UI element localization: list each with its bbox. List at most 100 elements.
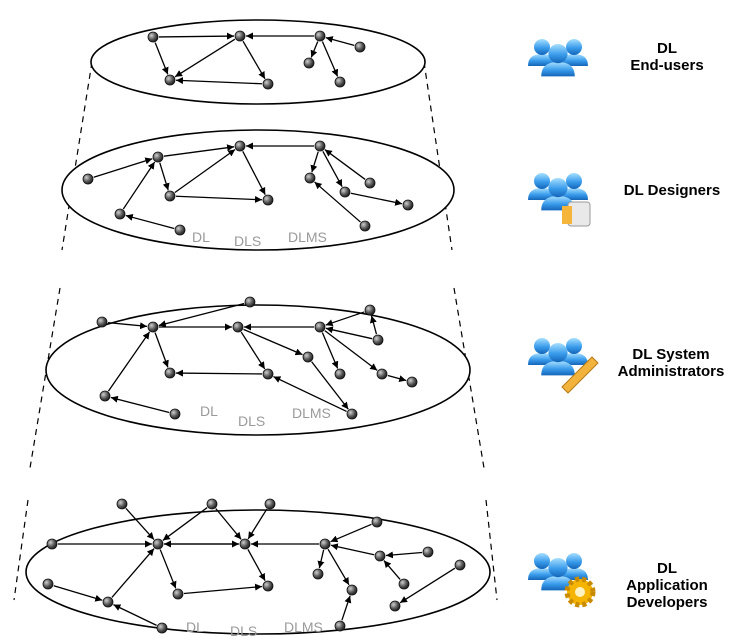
user-group-icon [528,338,588,376]
system-administrators-node [169,408,181,420]
end-users-node [303,57,315,69]
developers-label-dl: DL [186,619,204,635]
network-edges [53,32,456,626]
designers-edge [174,148,236,194]
application-developers-node [239,538,251,550]
application-developers-edge [247,508,268,540]
application-developers-edge [125,508,155,540]
designers-edge [163,144,235,157]
designers-edge [350,192,403,206]
system-administrators-edge [325,326,373,340]
system-administrators-node [147,321,159,333]
application-developers-node [172,588,184,600]
end-users-node [164,74,176,86]
designers-node [304,172,316,184]
role-label-end-users: DL End-users [612,40,722,74]
application-developers-edge [113,604,157,626]
system-administrators-node [364,304,376,316]
sysadmin-label-dl: DL [200,403,218,419]
system-administrators-node [232,321,244,333]
system-administrators-edge [369,315,378,335]
role-line: Developers [626,594,708,611]
application-developers-edge [383,560,401,580]
application-developers-node [116,498,128,510]
sysadmin-label-dlms: DLMS [292,405,331,421]
designers-node [314,140,326,152]
system-administrators-edge [321,332,339,369]
application-developers-node [346,584,358,596]
application-developers-node [454,559,466,571]
application-developers-edge [159,549,177,589]
application-developers-node [398,578,410,590]
application-developers-node [264,498,276,510]
designers-edge [159,162,170,191]
ellipse-designers [61,129,455,251]
application-developers-edge [247,548,266,582]
ellipse-application-developers [25,509,491,635]
designers-edge [310,151,319,173]
application-developers-node [312,568,324,580]
system-administrators-edge [107,321,148,330]
designers-edge [125,213,175,230]
system-administrators-node [96,316,108,328]
application-developers-edge [399,567,456,604]
designers-label-dlms: DLMS [288,229,327,245]
system-administrators-edge [325,311,365,327]
role-label-designers: DL Designers [610,182,734,199]
application-developers-node [389,600,401,612]
end-users-node [314,30,326,42]
designers-edge [324,149,366,180]
application-developers-node [334,620,346,632]
system-administrators-edge [154,332,169,368]
application-developers-edge [385,551,423,559]
end-users-node [334,76,346,88]
system-administrators-node [262,368,274,380]
designers-node [262,194,274,206]
end-users-node [147,31,159,43]
system-administrators-node [406,376,418,388]
system-administrators-edge [311,361,349,410]
role-line: DL Designers [623,182,721,199]
role-line: DL [657,40,677,57]
designers-node [164,190,176,202]
system-administrators-edge [387,374,407,383]
application-developers-node [374,550,386,562]
gear-icon [564,576,596,608]
system-administrators-edge [240,331,266,370]
role-label-system-administrators: DL System Administrators [606,346,736,380]
role-icons [528,39,599,608]
designers-node [364,177,376,189]
application-developers-edge [53,585,103,602]
application-developers-edge [330,543,375,556]
end-users-edge [158,32,235,40]
system-administrators-node [372,334,384,346]
designers-node [82,173,94,185]
application-developers-node [206,498,218,510]
designers-node [174,224,186,236]
system-administrators-edge [273,375,347,413]
application-developers-edge [327,548,350,586]
application-developers-node [319,538,331,550]
designers-edge [122,161,156,210]
application-developers-node [262,580,274,592]
designers-label-dls: DLS [234,233,261,249]
application-developers-edge [111,548,155,598]
system-administrators-node [164,367,176,379]
designers-edge [322,150,343,188]
application-developers-node [422,546,434,558]
application-developers-edge [341,595,352,621]
application-developers-node [46,538,58,550]
role-line: DL [657,560,677,577]
role-line: Administrators [617,363,725,380]
user-group-icon [528,173,588,211]
application-developers-edge [317,549,325,569]
layer-labels: DL DLS DLMS DL DLS DLMS DL DLS DLMS [186,229,331,639]
end-users-edge [325,36,355,47]
application-developers-node [371,516,383,528]
system-administrators-node [302,351,314,363]
role-line: DL System [632,346,710,363]
application-developers-edge [162,507,208,541]
designers-node [114,208,126,220]
designers-edge [175,195,263,203]
